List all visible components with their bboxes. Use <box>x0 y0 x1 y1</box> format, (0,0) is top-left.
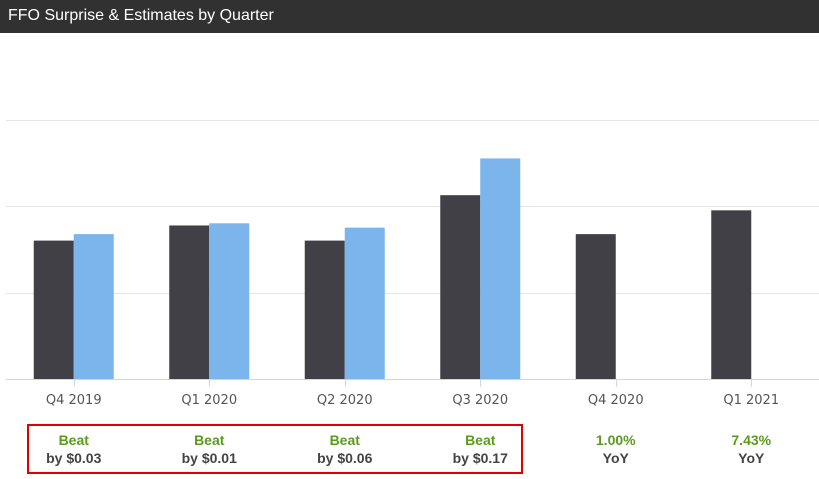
summary-status: Beat <box>194 432 225 448</box>
summary-cell: Beat by $0.03 <box>7 431 141 467</box>
summary-status: Beat <box>58 432 89 448</box>
summary-detail: by $0.06 <box>317 450 373 466</box>
summary-cell: 1.00% YoY <box>549 431 683 467</box>
bar-estimate <box>344 227 385 379</box>
bar-actual <box>711 210 752 379</box>
ffo-bar-chart: Q4 2019 Q1 2020 Q2 2020 Q3 2020 Q4 2020 Q1 20… <box>6 120 819 408</box>
bar-estimate <box>209 223 250 379</box>
summary-status: Beat <box>329 432 360 448</box>
summary-cell: Beat by $0.06 <box>278 431 412 467</box>
x-tick-label: Q1 2021 <box>723 393 779 408</box>
summary-cell: Beat by $0.17 <box>413 431 547 467</box>
bar-actual <box>304 240 345 379</box>
bar-actual <box>33 240 74 379</box>
summary-detail: YoY <box>738 450 765 466</box>
bar-actual <box>169 225 210 379</box>
summary-cell: Beat by $0.01 <box>142 431 276 467</box>
bar-actual <box>575 234 616 379</box>
summary-cell: 7.43% YoY <box>684 431 818 467</box>
chart-header: FFO Surprise & Estimates by Quarter <box>0 0 819 33</box>
bar-estimate <box>480 158 521 379</box>
bar-actual <box>440 195 481 379</box>
bar-estimate <box>73 234 114 379</box>
chart-title: FFO Surprise & Estimates by Quarter <box>8 7 274 24</box>
surprise-highlight-box <box>27 424 523 474</box>
x-tick-label: Q4 2020 <box>588 393 644 408</box>
summary-detail: YoY <box>602 450 629 466</box>
x-tick-label: Q4 2019 <box>46 393 102 408</box>
x-tick-label: Q2 2020 <box>317 393 373 408</box>
x-tick-label: Q1 2020 <box>181 393 237 408</box>
summary-status: 7.43% <box>731 432 772 448</box>
summary-detail: by $0.03 <box>46 450 102 466</box>
x-tick-label: Q3 2020 <box>452 393 508 408</box>
summary-status: Beat <box>465 432 496 448</box>
summary-status: 1.00% <box>595 432 636 448</box>
summary-detail: by $0.01 <box>181 450 237 466</box>
summary-detail: by $0.17 <box>452 450 508 466</box>
